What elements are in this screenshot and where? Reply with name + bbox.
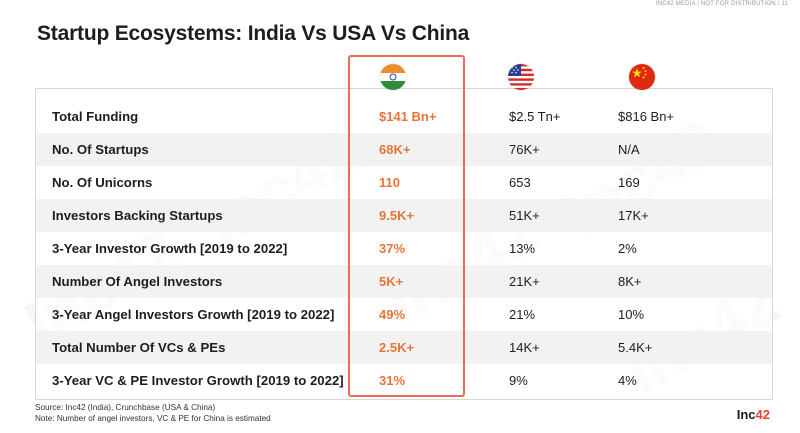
table-row: Total Funding $141 Bn+ $2.5 Tn+ $816 Bn+: [36, 100, 772, 133]
table-row: Investors Backing Startups 9.5K+ 51K+ 17…: [36, 199, 772, 232]
usa-value: 76K+: [509, 142, 540, 157]
metric-label: No. Of Unicorns: [52, 175, 153, 190]
metric-label: Total Funding: [52, 109, 139, 124]
usa-value: 9%: [509, 373, 528, 388]
source-note: Source: Inc42 (India), Crunchbase (USA &…: [35, 402, 271, 424]
estimate-note: Note: Number of angel investors, VC & PE…: [35, 414, 271, 423]
china-value: 2%: [618, 241, 637, 256]
china-value: 10%: [618, 307, 645, 322]
usa-value: 14K+: [509, 340, 540, 355]
china-value: 4%: [618, 373, 637, 388]
table-row: 3-Year Investor Growth [2019 to 2022] 37…: [36, 232, 772, 265]
usa-flag-icon: [508, 64, 534, 90]
table-row: 3-Year Angel Investors Growth [2019 to 2…: [36, 298, 772, 331]
comparison-table: Total Funding $141 Bn+ $2.5 Tn+ $816 Bn+…: [35, 88, 773, 400]
metric-label: Investors Backing Startups: [52, 208, 223, 223]
india-value: 9.5K+: [379, 208, 415, 223]
table-row: No. Of Unicorns 110 653 169: [36, 166, 772, 199]
table-row: Total Number Of VCs & PEs 2.5K+ 14K+ 5.4…: [36, 331, 772, 364]
china-value: 17K+: [618, 208, 649, 223]
usa-value: 13%: [509, 241, 536, 256]
metric-label: Number Of Angel Investors: [52, 274, 223, 289]
brand-suffix: 42: [755, 407, 770, 422]
table-row: No. Of Startups 68K+ 76K+ N/A: [36, 133, 772, 166]
india-value: $141 Bn+: [379, 109, 437, 124]
metric-label: Total Number Of VCs & PEs: [52, 340, 226, 355]
page-title: Startup Ecosystems: India Vs USA Vs Chin…: [37, 22, 470, 45]
usa-value: $2.5 Tn+: [509, 109, 561, 124]
brand-prefix: Inc: [736, 407, 756, 422]
china-value: N/A: [618, 142, 640, 157]
india-value: 110: [379, 175, 400, 190]
india-value: 2.5K+: [379, 340, 415, 355]
metric-label: 3-Year Angel Investors Growth [2019 to 2…: [52, 307, 335, 322]
metric-label: 3-Year VC & PE Investor Growth [2019 to …: [52, 373, 344, 388]
china-flag-icon: [629, 64, 655, 90]
china-value: $816 Bn+: [618, 109, 675, 124]
india-value: 37%: [379, 241, 406, 256]
china-value: 169: [618, 175, 640, 190]
india-flag-icon: [380, 64, 406, 90]
china-value: 5.4K+: [618, 340, 653, 355]
usa-value: 653: [509, 175, 531, 190]
table-row: Number Of Angel Investors 5K+ 21K+ 8K+: [36, 265, 772, 298]
india-value: 68K+: [379, 142, 411, 157]
metric-label: No. Of Startups: [52, 142, 149, 157]
distribution-note: INC42 MEDIA | NOT FOR DISTRIBUTION / 11: [655, 1, 788, 7]
india-value: 5K+: [379, 274, 404, 289]
metric-label: 3-Year Investor Growth [2019 to 2022]: [52, 241, 288, 256]
usa-value: 21K+: [509, 274, 540, 289]
source-line: Source: Inc42 (India), Crunchbase (USA &…: [35, 403, 216, 412]
india-value: 49%: [379, 307, 406, 322]
usa-value: 21%: [509, 307, 536, 322]
india-value: 31%: [379, 373, 406, 388]
table-row: 3-Year VC & PE Investor Growth [2019 to …: [36, 364, 772, 397]
usa-value: 51K+: [509, 208, 540, 223]
brand-logo: Inc42: [737, 407, 770, 422]
china-value: 8K+: [618, 274, 642, 289]
